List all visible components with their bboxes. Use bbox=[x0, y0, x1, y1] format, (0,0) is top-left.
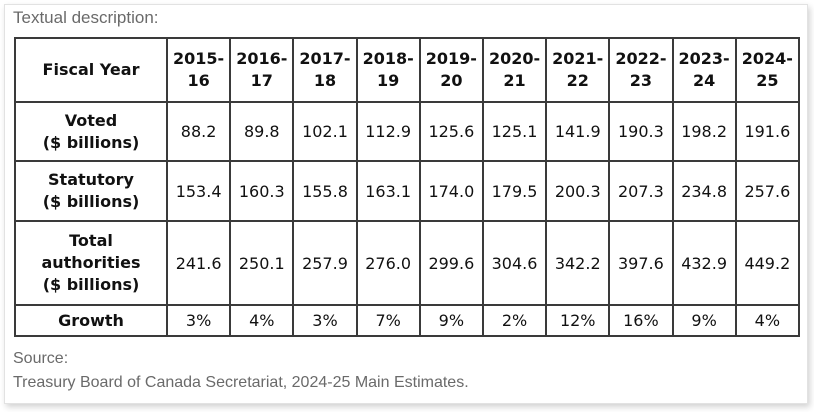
year-header: 2016- 17 bbox=[229, 37, 295, 103]
table-cell: 200.3 bbox=[545, 160, 611, 222]
table-cell: 3% bbox=[165, 304, 232, 337]
table-cell: 198.2 bbox=[671, 100, 737, 163]
table-cell: 4% bbox=[734, 304, 801, 337]
table-cell: 342.2 bbox=[545, 219, 611, 307]
source-note: Source: Treasury Board of Canada Secreta… bbox=[13, 347, 469, 395]
table-cell: 174.0 bbox=[418, 160, 484, 222]
row-label-growth: Growth bbox=[14, 304, 168, 337]
row-label-statutory: Statutory ($ billions) bbox=[14, 160, 168, 222]
table-cell: 449.2 bbox=[734, 219, 801, 307]
fiscal-table: Fiscal Year 2015- 16 2016- 17 2017- 18 2018… bbox=[14, 37, 801, 337]
year-header: 2015- 16 bbox=[165, 37, 232, 103]
table-cell: 257.9 bbox=[292, 219, 358, 307]
year-header: 2017- 18 bbox=[292, 37, 358, 103]
table-cell: 89.8 bbox=[229, 100, 295, 163]
table-cell: 3% bbox=[292, 304, 358, 337]
table-cell: 397.6 bbox=[608, 219, 674, 307]
table-cell: 125.1 bbox=[481, 100, 548, 163]
table-cell: 125.6 bbox=[418, 100, 484, 163]
table-cell: 190.3 bbox=[608, 100, 674, 163]
table-cell: 9% bbox=[418, 304, 484, 337]
table-cell: 241.6 bbox=[165, 219, 232, 307]
table-cell: 250.1 bbox=[229, 219, 295, 307]
header-label: Fiscal Year bbox=[14, 37, 168, 103]
source-text: Treasury Board of Canada Secretariat, 20… bbox=[13, 374, 469, 391]
row-label-total: Total authorities ($ billions) bbox=[14, 219, 168, 307]
table-cell: 12% bbox=[545, 304, 611, 337]
table-row: Voted ($ billions) 88.2 89.8 102.1 112.9 … bbox=[14, 100, 801, 163]
year-header: 2023- 24 bbox=[671, 37, 737, 103]
table-cell: 4% bbox=[229, 304, 295, 337]
table-row: Growth 3% 4% 3% 7% 9% 2% 12% 16% 9% 4% bbox=[14, 304, 801, 337]
table-cell: 112.9 bbox=[355, 100, 421, 163]
table-cell: 7% bbox=[355, 304, 421, 337]
table-cell: 432.9 bbox=[671, 219, 737, 307]
table-cell: 299.6 bbox=[418, 219, 484, 307]
year-header: 2024- 25 bbox=[734, 37, 801, 103]
year-header: 2021- 22 bbox=[545, 37, 611, 103]
table-cell: 276.0 bbox=[355, 219, 421, 307]
table-cell: 234.8 bbox=[671, 160, 737, 222]
table-row: Statutory ($ billions) 153.4 160.3 155.8 … bbox=[14, 160, 801, 222]
table-cell: 141.9 bbox=[545, 100, 611, 163]
table-cell: 304.6 bbox=[481, 219, 548, 307]
table-cell: 102.1 bbox=[292, 100, 358, 163]
table-row: Total authorities ($ billions) 241.6 250.1… bbox=[14, 219, 801, 307]
table-cell: 2% bbox=[481, 304, 548, 337]
year-header: 2022- 23 bbox=[608, 37, 674, 103]
year-header: 2018- 19 bbox=[355, 37, 421, 103]
caption-text: Textual description: bbox=[13, 8, 159, 27]
table-cell: 88.2 bbox=[165, 100, 232, 163]
table-cell: 155.8 bbox=[292, 160, 358, 222]
table-cell: 160.3 bbox=[229, 160, 295, 222]
table-cell: 153.4 bbox=[165, 160, 232, 222]
table-cell: 163.1 bbox=[355, 160, 421, 222]
table-cell: 179.5 bbox=[481, 160, 548, 222]
row-label-voted: Voted ($ billions) bbox=[14, 100, 168, 163]
table-cell: 191.6 bbox=[734, 100, 801, 163]
description-card: Textual description: Fiscal Year 2015- 16… bbox=[4, 4, 808, 404]
source-label: Source: bbox=[13, 350, 69, 367]
year-header: 2020- 21 bbox=[481, 37, 548, 103]
year-header: 2019- 20 bbox=[418, 37, 484, 103]
table-cell: 207.3 bbox=[608, 160, 674, 222]
table-cell: 257.6 bbox=[734, 160, 801, 222]
table-cell: 16% bbox=[608, 304, 674, 337]
header-row: Fiscal Year 2015- 16 2016- 17 2017- 18 2018… bbox=[14, 37, 801, 103]
table-cell: 9% bbox=[671, 304, 737, 337]
